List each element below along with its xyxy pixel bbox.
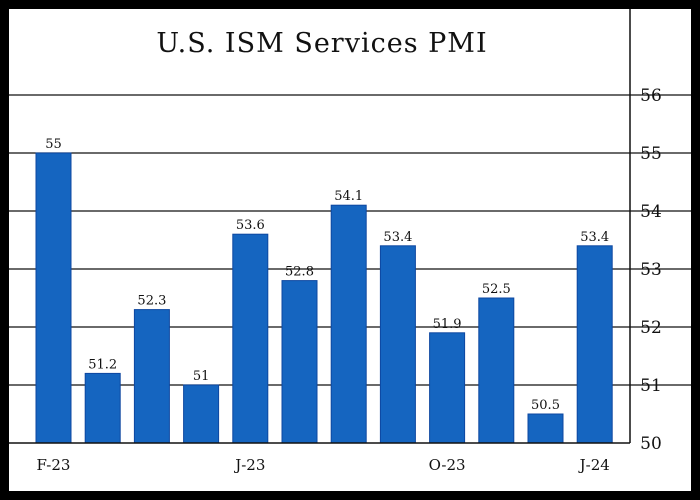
data-label: 52.5	[482, 282, 511, 297]
y-tick-label: 53	[640, 260, 662, 280]
y-tick-label: 51	[640, 376, 662, 396]
bar	[429, 332, 466, 444]
data-label: 50.5	[531, 398, 560, 413]
x-tick-label: J-23	[233, 456, 265, 474]
bars	[35, 152, 613, 444]
bar	[183, 384, 220, 444]
y-tick-label: 55	[640, 144, 662, 164]
bar	[478, 297, 515, 444]
y-tick-label: 52	[640, 318, 662, 338]
data-label: 53.4	[580, 230, 609, 245]
chart-title: U.S. ISM Services PMI	[156, 28, 487, 59]
bar	[379, 245, 416, 444]
x-tick-label: O-23	[429, 456, 466, 474]
data-label: 52.8	[285, 265, 314, 280]
data-label: 51.9	[433, 317, 462, 332]
bar	[84, 372, 121, 444]
x-tick-label: J-24	[578, 456, 610, 474]
x-tick-label: F-23	[37, 456, 71, 474]
y-axis-tick-labels: 50 51 52 53 54 55 56	[640, 86, 662, 454]
bar	[133, 309, 170, 444]
data-labels: 55 51.2 52.3 51 53.6 52.8 54.1 53.4 51.9 52.5 50.5…	[45, 137, 609, 413]
bar	[35, 152, 72, 444]
bar	[281, 280, 318, 444]
bar	[527, 413, 564, 444]
y-tick-label: 56	[640, 86, 662, 106]
bar	[232, 233, 269, 444]
data-label: 52.3	[137, 294, 166, 309]
data-label: 53.6	[236, 218, 265, 233]
bar	[576, 245, 613, 444]
data-label: 54.1	[334, 189, 363, 204]
data-label: 53.4	[383, 230, 412, 245]
data-label: 51.2	[88, 357, 117, 372]
data-label: 55	[45, 137, 62, 152]
data-label: 51	[193, 369, 210, 384]
y-tick-label: 50	[640, 434, 662, 454]
axes	[9, 9, 631, 444]
y-tick-label: 54	[640, 202, 662, 222]
bar	[330, 204, 367, 444]
x-axis-tick-labels: F-23 J-23 O-23 J-24	[37, 456, 610, 474]
